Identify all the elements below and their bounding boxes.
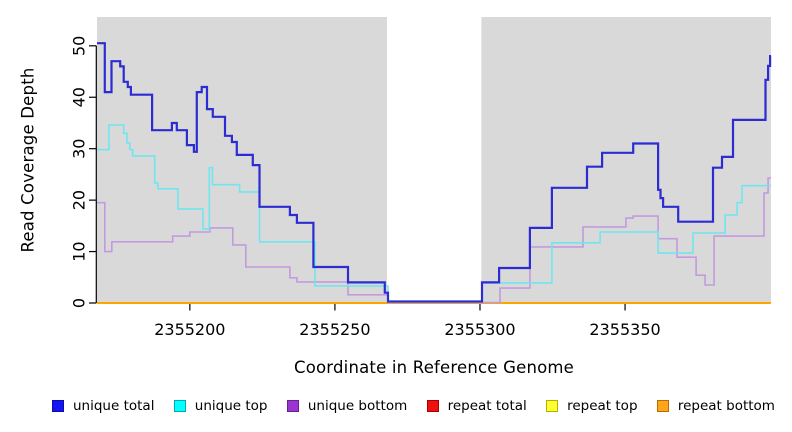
- unique-bottom-swatch-icon: [286, 400, 299, 412]
- legend: unique total unique top unique bottom re…: [0, 398, 792, 414]
- coverage-plot: 0 10 20 30 40 50 2355200 2355250 2355300 2355350: [70, 17, 772, 339]
- svg-text:20: 20: [70, 190, 89, 210]
- svg-text:2355200: 2355200: [154, 320, 225, 339]
- legend-label-unique-total: unique total: [73, 398, 155, 414]
- legend-item-unique-total: unique total: [52, 398, 154, 414]
- svg-text:2355350: 2355350: [589, 320, 660, 339]
- y-axis-label: Read Coverage Depth: [18, 67, 38, 253]
- legend-item-unique-top: unique top: [173, 398, 268, 414]
- legend-item-repeat-top: repeat top: [546, 398, 638, 414]
- svg-text:2355300: 2355300: [444, 320, 515, 339]
- legend-item-repeat-total: repeat total: [426, 398, 527, 414]
- legend-item-repeat-bottom: repeat bottom: [656, 398, 775, 414]
- svg-text:10: 10: [70, 241, 89, 261]
- svg-text:2355250: 2355250: [299, 320, 370, 339]
- x-axis-label: Coordinate in Reference Genome: [293, 358, 575, 377]
- legend-label-unique-bottom: unique bottom: [307, 398, 408, 414]
- repeat-total-swatch-icon: [426, 400, 439, 412]
- svg-text:50: 50: [70, 36, 89, 56]
- repeat-bottom-swatch-icon: [656, 400, 669, 412]
- svg-text:40: 40: [70, 87, 89, 107]
- legend-label-repeat-bottom: repeat bottom: [677, 398, 775, 414]
- unique-top-swatch-icon: [173, 400, 186, 412]
- repeat-top-swatch-icon: [546, 400, 559, 412]
- legend-label-repeat-top: repeat top: [567, 398, 638, 414]
- legend-label-unique-top: unique top: [194, 398, 268, 414]
- svg-text:0: 0: [70, 298, 89, 308]
- unique-total-swatch-icon: [52, 400, 64, 412]
- legend-label-repeat-total: repeat total: [447, 398, 527, 414]
- svg-text:30: 30: [70, 139, 89, 159]
- legend-item-unique-bottom: unique bottom: [286, 398, 408, 414]
